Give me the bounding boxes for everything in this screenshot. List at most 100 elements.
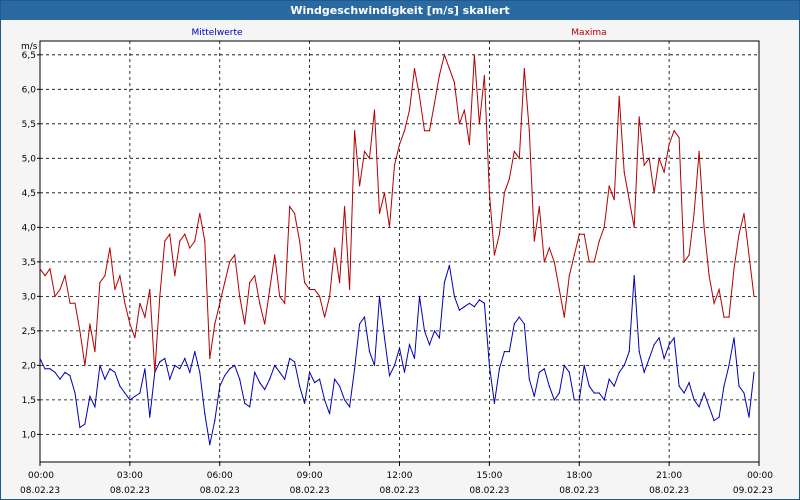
data-point (259, 382, 261, 384)
data-point (159, 295, 161, 297)
data-point (284, 302, 286, 304)
data-point (628, 351, 630, 353)
data-point (448, 68, 450, 70)
data-point (658, 157, 660, 159)
data-point (159, 361, 161, 363)
data-point (693, 212, 695, 215)
data-point (74, 392, 76, 394)
data-point (593, 392, 595, 394)
data-point (89, 323, 91, 325)
data-point (324, 399, 326, 401)
data-point (209, 444, 211, 446)
y-tick-label: 1,0 (22, 430, 37, 440)
data-point (54, 371, 56, 373)
data-point (114, 371, 116, 373)
data-point (189, 371, 191, 373)
data-point (663, 171, 665, 173)
data-point (503, 192, 505, 194)
data-point (673, 130, 675, 132)
data-point (528, 130, 530, 132)
data-point (104, 275, 106, 277)
series-line-mittelwerte (39, 265, 755, 445)
data-point (334, 378, 336, 380)
data-point (54, 295, 56, 297)
data-point (179, 240, 181, 242)
data-point (74, 302, 76, 304)
data-point (373, 109, 376, 111)
data-point (378, 212, 381, 215)
data-point (264, 323, 266, 325)
data-point (84, 364, 86, 366)
grid-lines (40, 41, 759, 462)
data-point (673, 337, 675, 339)
data-point (508, 178, 510, 180)
data-point (533, 240, 535, 242)
data-point (224, 282, 226, 284)
data-point (368, 157, 371, 159)
data-point (124, 302, 126, 304)
data-point (423, 330, 426, 332)
data-point (344, 206, 346, 208)
data-point (229, 368, 231, 370)
data-point (234, 364, 236, 366)
x-tick-date: 08.02.23 (20, 486, 60, 496)
data-point (438, 337, 440, 339)
data-point (578, 399, 580, 401)
x-tick-date: 08.02.23 (379, 486, 419, 496)
data-point (503, 351, 505, 353)
data-point (244, 402, 246, 404)
data-point (643, 164, 645, 166)
x-tick-date: 08.02.23 (110, 486, 150, 496)
data-point (184, 357, 186, 360)
data-point (339, 385, 341, 387)
y-tick-label: 5,5 (22, 120, 36, 130)
y-tick-label: 3,0 (22, 292, 37, 302)
data-point (324, 316, 326, 318)
y-tick-label: 3,5 (22, 258, 36, 268)
data-point (448, 264, 450, 266)
data-point (368, 351, 371, 353)
data-point (189, 247, 191, 249)
data-point (294, 212, 296, 215)
data-point (648, 157, 650, 159)
x-tick-time: 09:00 (297, 471, 323, 481)
data-point (523, 68, 525, 70)
data-point (69, 375, 71, 377)
data-point (423, 130, 426, 132)
data-point (483, 302, 485, 304)
data-point (359, 323, 361, 325)
data-point (558, 392, 560, 394)
data-point (563, 364, 565, 366)
data-point (199, 212, 201, 215)
data-point (84, 423, 86, 425)
data-point (99, 364, 101, 366)
data-point (134, 337, 136, 339)
data-point (149, 288, 151, 291)
data-point (279, 371, 281, 373)
data-point (623, 171, 625, 173)
data-point (633, 275, 635, 277)
data-point (94, 406, 96, 408)
data-point (413, 357, 416, 360)
data-point (373, 364, 376, 366)
data-point (413, 68, 416, 70)
data-point (329, 413, 331, 415)
data-point (219, 385, 221, 387)
data-point (319, 378, 321, 380)
data-point (698, 150, 700, 152)
data-point (144, 316, 146, 318)
data-point (483, 74, 485, 77)
data-point (64, 275, 66, 277)
data-point (269, 378, 271, 380)
x-tick-time: 12:00 (387, 471, 413, 481)
data-point (638, 116, 640, 118)
data-point (713, 302, 715, 304)
data-point (264, 388, 266, 391)
data-point (274, 254, 276, 256)
x-axis: 00:00 08.02.23 03:00 08.02.23 06:00 08.02.23 0… (20, 462, 773, 496)
data-point (383, 192, 386, 194)
data-point (718, 416, 720, 418)
data-point (219, 302, 221, 304)
data-point (229, 261, 231, 263)
data-point (723, 385, 725, 387)
